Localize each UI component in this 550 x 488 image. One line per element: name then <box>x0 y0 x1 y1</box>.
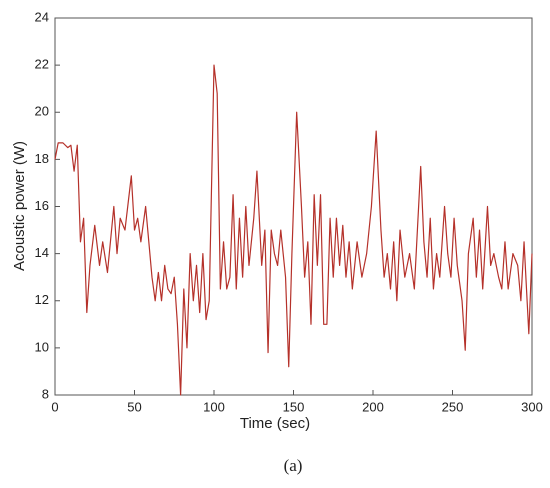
x-tick-label: 150 <box>283 399 305 414</box>
y-tick-label: 20 <box>35 104 49 119</box>
y-tick-label: 14 <box>35 245 49 260</box>
y-tick-label: 8 <box>42 386 49 401</box>
x-tick-label: 100 <box>203 399 225 414</box>
y-axis-label: Acoustic power (W) <box>11 141 28 271</box>
y-tick-label: 24 <box>35 9 49 24</box>
x-tick-label: 200 <box>362 399 384 414</box>
x-tick-label: 300 <box>521 399 543 414</box>
y-tick-label: 12 <box>35 292 49 307</box>
y-tick-label: 18 <box>35 151 49 166</box>
x-axis-label: Time (sec) <box>240 415 310 432</box>
y-tick-label: 22 <box>35 57 49 72</box>
caption: (a) <box>284 456 303 475</box>
y-tick-label: 16 <box>35 198 49 213</box>
data-line <box>54 64 533 396</box>
x-tick-label: 50 <box>127 399 141 414</box>
x-tick-label: 250 <box>442 399 464 414</box>
x-tick-label: 0 <box>51 399 58 414</box>
y-tick-label: 10 <box>35 339 49 354</box>
